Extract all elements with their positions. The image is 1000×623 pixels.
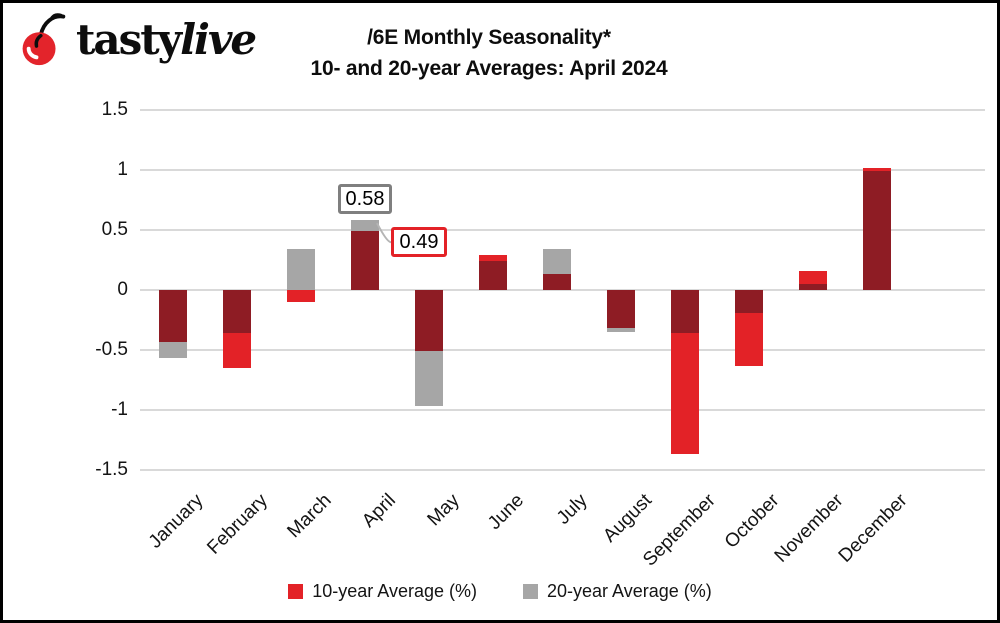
bar-10yr-october [735,312,763,366]
bar-20yr-july [543,249,571,275]
y-tick-label: -0.5 [95,339,128,360]
bar-10yr-december [863,167,891,172]
bar-20yr-august [607,328,635,332]
annotation-0-58: 0.58 [338,184,392,215]
bar-10yr-february [223,333,251,368]
gridline [140,169,985,171]
brand-tasty: tasty [76,15,182,64]
bar-20yr-april [351,220,379,232]
x-axis-label-july: July [553,490,592,529]
bar-overlap-july [543,274,571,290]
x-axis-label-october: October [721,490,784,553]
x-axis-label-november: November [771,490,848,567]
brand-wordmark: tastylive [76,12,257,68]
bar-20yr-january [159,341,187,359]
gridline [140,229,985,231]
gridline [140,409,985,411]
gridline [140,289,985,291]
bar-overlap-january [159,290,187,342]
x-axis-label-february: February [203,490,272,559]
gridline [140,349,985,351]
y-tick-label: -1 [111,399,128,420]
bar-10yr-june [479,255,507,262]
y-tick-label: -1.5 [95,459,128,480]
chart-title-block: /6E Monthly Seasonality* 10- and 20-year… [206,22,772,84]
legend-item-10yr: 10-year Average (%) [288,581,477,602]
legend-swatch-20yr [523,584,538,599]
x-axis-label-august: August [599,490,656,547]
bar-overlap-february [223,290,251,334]
legend-swatch-10yr [288,584,304,599]
legend-item-20yr: 20-year Average (%) [523,581,712,602]
gridline [140,469,985,471]
bar-overlap-november [799,284,827,290]
y-tick-label: 1 [117,159,128,180]
chart-title-line2: 10- and 20-year Averages: April 2024 [310,57,668,80]
bar-overlap-may [415,290,443,352]
bar-overlap-august [607,290,635,329]
bar-overlap-october [735,290,763,313]
x-axis-label-march: March [283,490,336,543]
x-axis-label-january: January [145,490,208,553]
x-axis-label-april: April [358,490,400,532]
legend-label-20yr: 20-year Average (%) [547,581,712,601]
bar-20yr-may [415,351,443,407]
gridline [140,109,985,111]
tastylive-logo: tastylive [20,12,257,68]
y-tick-label: 0 [117,279,128,300]
y-tick-label: 1.5 [101,99,128,120]
bar-10yr-november [799,270,827,284]
bar-20yr-march [287,249,315,290]
brand-live: live [180,15,257,64]
x-axis-label-june: June [483,490,528,534]
cherry-icon [22,13,66,66]
legend-label-10yr: 10-year Average (%) [312,581,477,601]
bar-overlap-june [479,261,507,290]
x-axis-label-may: May [423,490,464,531]
bar-10yr-september [671,333,699,455]
chart-legend: 10-year Average (%) 20-year Average (%) [0,581,1000,602]
y-tick-label: 0.5 [101,219,128,240]
bar-overlap-september [671,290,699,334]
annotation-0-49: 0.49 [391,227,447,258]
bar-overlap-april [351,231,379,290]
x-axis-label-december: December [835,490,912,567]
chart-title-line1: /6E Monthly Seasonality* [367,26,611,49]
bar-overlap-december [863,171,891,290]
bar-10yr-march [287,290,315,302]
